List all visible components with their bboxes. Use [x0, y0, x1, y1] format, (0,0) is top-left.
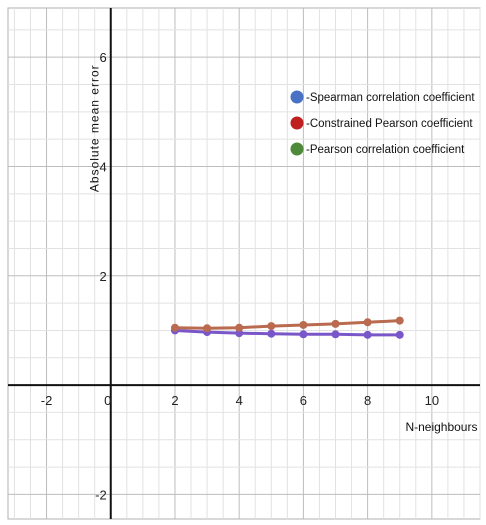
grid [7, 7, 481, 520]
legend-marker [290, 116, 304, 130]
x-tick-label: 4 [236, 393, 243, 408]
x-tick-label: 0 [104, 393, 111, 408]
x-tick-label: 6 [300, 393, 307, 408]
data-point [267, 322, 276, 331]
y-tick-label: 4 [100, 159, 107, 174]
y-tick-label: 6 [100, 50, 107, 65]
y-tick-label: -2 [95, 487, 107, 502]
x-tick-label: 2 [171, 393, 178, 408]
series-line [173, 328, 402, 337]
data-point [235, 323, 244, 332]
data-point [363, 318, 372, 327]
tick-labels: -2 0 2 4 6 8 10 6 4 2 -2 [41, 50, 439, 502]
data-point [363, 330, 372, 339]
legend-label: -Pearson correlation coefficient [306, 144, 465, 156]
data-point [395, 330, 404, 339]
legend-item: -Spearman correlation coefficient [290, 90, 475, 104]
data-point [395, 316, 404, 325]
legend-label: -Constrained Pearson coefficient [306, 118, 473, 130]
legend-item: -Pearson correlation coefficient [290, 142, 465, 156]
legend-item: -Constrained Pearson coefficient [290, 116, 473, 130]
legend: -Spearman correlation coefficient -Constr… [290, 90, 475, 156]
data-point [299, 330, 308, 339]
legend-label: -Spearman correlation coefficient [306, 92, 475, 104]
data-point [331, 319, 340, 328]
data-point [170, 323, 179, 332]
plot-frame [7, 7, 481, 520]
axes [8, 8, 480, 519]
data-point [235, 329, 244, 338]
data-point [331, 330, 340, 339]
x-tick-label: 10 [425, 393, 439, 408]
series-layer [170, 316, 404, 339]
x-axis-label: N-neighbours [405, 420, 477, 434]
series-line [173, 319, 402, 330]
x-tick-label: -2 [41, 393, 53, 408]
data-point [267, 329, 276, 338]
legend-marker [290, 142, 304, 156]
x-tick-label: 8 [364, 393, 371, 408]
data-point [203, 324, 212, 333]
legend-marker [290, 90, 304, 104]
series-1 [170, 316, 404, 333]
data-point [299, 320, 308, 329]
y-axis-label: Absolute mean error [88, 64, 102, 192]
y-tick-label: 2 [100, 269, 107, 284]
